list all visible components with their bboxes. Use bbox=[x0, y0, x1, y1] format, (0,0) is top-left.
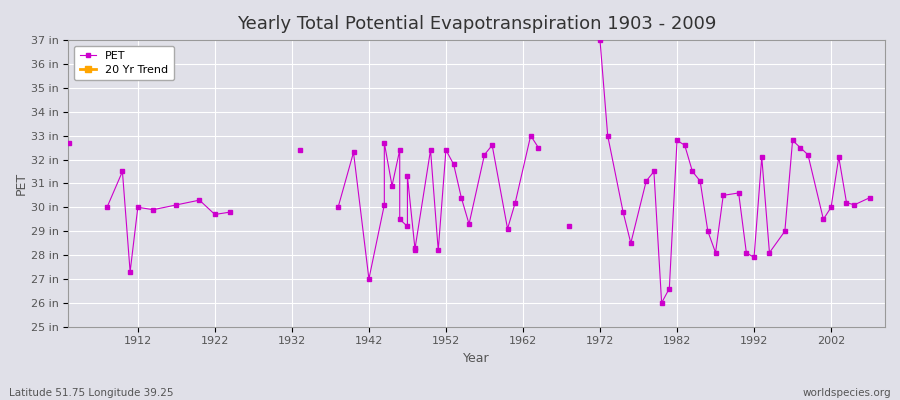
Title: Yearly Total Potential Evapotranspiration 1903 - 2009: Yearly Total Potential Evapotranspiratio… bbox=[237, 15, 716, 33]
PET bbox=[394, 217, 405, 222]
Text: worldspecies.org: worldspecies.org bbox=[803, 388, 891, 398]
PET bbox=[617, 210, 628, 214]
Legend: PET, 20 Yr Trend: PET, 20 Yr Trend bbox=[74, 46, 174, 80]
PET bbox=[63, 140, 74, 145]
X-axis label: Year: Year bbox=[464, 352, 490, 365]
PET bbox=[117, 169, 128, 174]
Text: Latitude 51.75 Longitude 39.25: Latitude 51.75 Longitude 39.25 bbox=[9, 388, 174, 398]
PET bbox=[864, 195, 875, 200]
PET bbox=[510, 200, 521, 205]
Y-axis label: PET: PET bbox=[15, 172, 28, 195]
PET bbox=[710, 250, 721, 255]
Line: PET: PET bbox=[67, 38, 872, 305]
PET bbox=[833, 155, 844, 160]
